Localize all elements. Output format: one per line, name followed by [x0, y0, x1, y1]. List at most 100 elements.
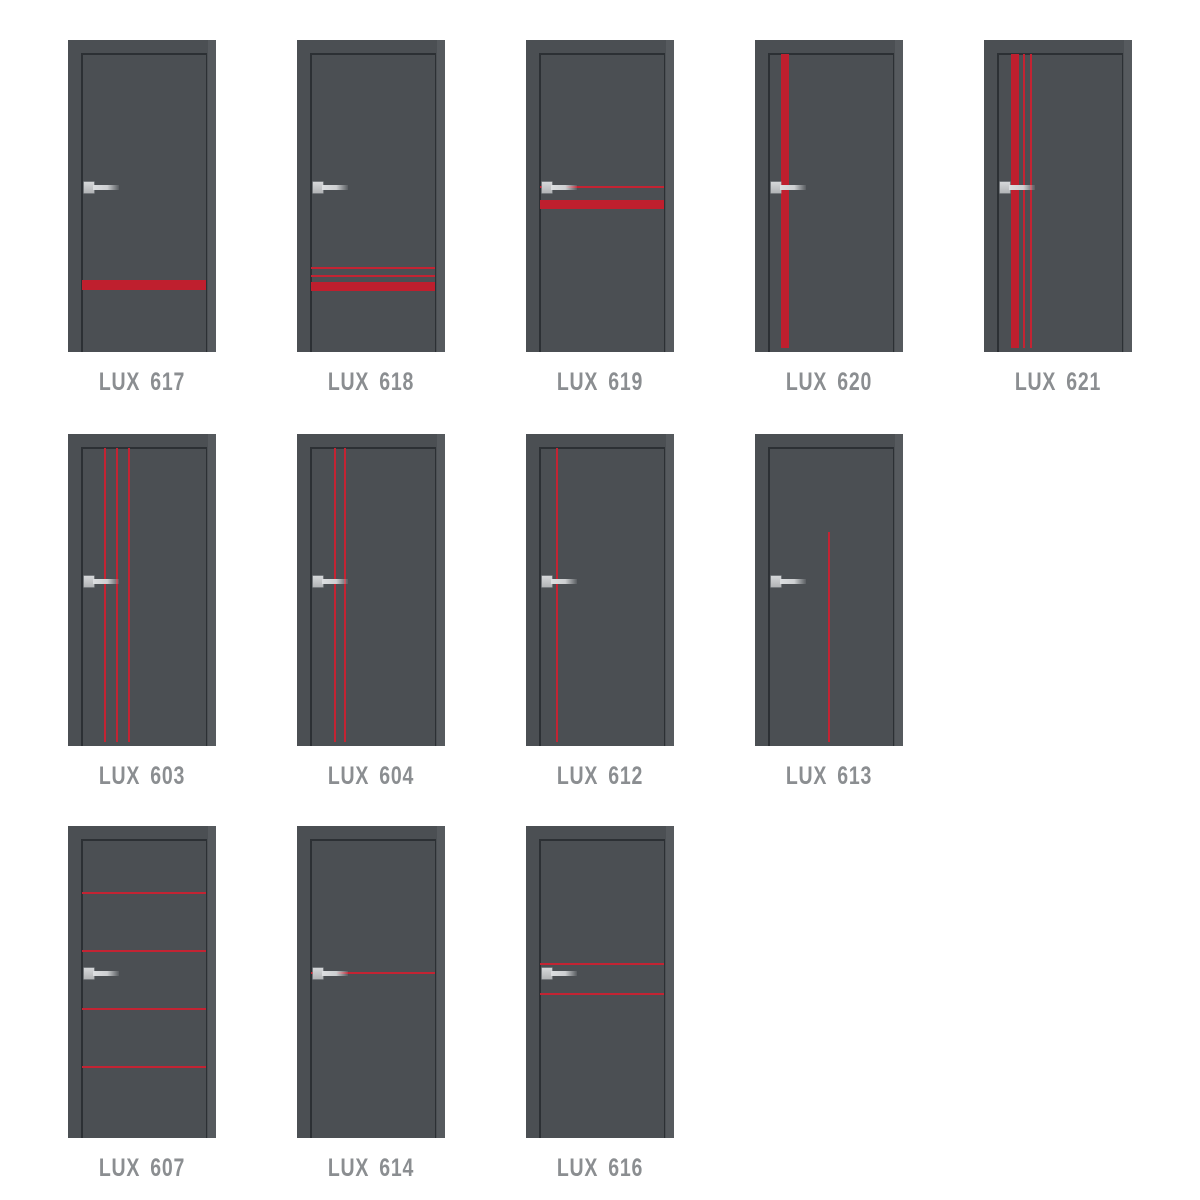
handle-escutcheon	[84, 182, 94, 193]
handle-escutcheon	[313, 968, 323, 979]
door-number: 617	[150, 368, 186, 396]
accent-h-line	[82, 950, 206, 952]
door-leaf-seam	[539, 53, 541, 352]
door-card[interactable]: LUX 616	[526, 826, 674, 1183]
door-model-label: LUX 618	[313, 368, 428, 397]
door-number: 614	[379, 1154, 415, 1182]
accent-v-line	[556, 448, 558, 742]
door-leaf-seam	[81, 447, 83, 746]
door-leaf-seam	[81, 53, 207, 55]
door-series: LUX	[98, 368, 141, 396]
door-leaf-seam	[539, 53, 665, 55]
door-preview	[755, 434, 903, 746]
door-leaf-seam	[205, 839, 207, 1138]
door-model-label: LUX 603	[84, 762, 199, 791]
door-series: LUX	[556, 762, 599, 790]
door-hinge-edge	[437, 434, 445, 746]
door-hinge-edge	[895, 40, 903, 352]
door-leaf-seam	[663, 53, 665, 352]
door-handle	[1000, 182, 1046, 194]
door-preview	[68, 826, 216, 1138]
door-hinge-edge	[437, 40, 445, 352]
door-model-label: LUX 614	[313, 1154, 428, 1183]
handle-lever	[780, 185, 806, 190]
accent-v-line	[344, 448, 346, 742]
accent-v-line	[334, 448, 336, 742]
door-card[interactable]: LUX 618	[297, 40, 445, 397]
door-number: 613	[837, 762, 873, 790]
door-leaf-seam	[310, 839, 312, 1138]
door-hinge-edge	[666, 826, 674, 1138]
door-handle	[84, 576, 130, 588]
door-card[interactable]: LUX 620	[755, 40, 903, 397]
door-number: 619	[608, 368, 644, 396]
handle-lever	[322, 971, 348, 976]
handle-escutcheon	[771, 182, 781, 193]
door-leaf-seam	[81, 839, 83, 1138]
door-preview	[297, 434, 445, 746]
door-series: LUX	[556, 368, 599, 396]
handle-escutcheon	[542, 576, 552, 587]
accent-h-stripe	[82, 280, 206, 290]
door-leaf-seam	[539, 839, 541, 1138]
door-card[interactable]: LUX 614	[297, 826, 445, 1183]
door-series: LUX	[785, 762, 828, 790]
door-hinge-edge	[666, 40, 674, 352]
door-leaf-seam	[539, 447, 665, 449]
accent-h-line	[540, 963, 664, 965]
door-card[interactable]: LUX 619	[526, 40, 674, 397]
door-preview	[526, 434, 674, 746]
door-model-label: LUX 613	[771, 762, 886, 791]
accent-v-line	[128, 448, 130, 742]
door-card[interactable]: LUX 604	[297, 434, 445, 791]
accent-h-line	[311, 267, 435, 269]
accent-h-line	[311, 275, 435, 277]
door-leaf-seam	[1121, 53, 1123, 352]
door-series: LUX	[1014, 368, 1057, 396]
door-model-label: LUX 607	[84, 1154, 199, 1183]
door-preview	[68, 434, 216, 746]
door-number: 616	[608, 1154, 644, 1182]
door-leaf-seam	[997, 53, 999, 352]
accent-v-stripe	[781, 54, 789, 348]
door-leaf-seam	[434, 839, 436, 1138]
door-leaf-seam	[81, 447, 207, 449]
door-leaf-seam	[539, 839, 665, 841]
door-card[interactable]: LUX 613	[755, 434, 903, 791]
door-leaf-seam	[663, 447, 665, 746]
door-leaf-seam	[310, 53, 436, 55]
handle-escutcheon	[542, 968, 552, 979]
door-card[interactable]: LUX 603	[68, 434, 216, 791]
door-leaf-seam	[768, 447, 894, 449]
accent-h-line	[82, 892, 206, 894]
door-card[interactable]: LUX 621	[984, 40, 1132, 397]
door-number: 607	[150, 1154, 186, 1182]
door-handle	[542, 182, 588, 194]
door-number: 620	[837, 368, 873, 396]
handle-escutcheon	[313, 576, 323, 587]
door-handle	[84, 182, 130, 194]
door-leaf-seam	[539, 447, 541, 746]
door-preview	[68, 40, 216, 352]
accent-v-line	[1030, 54, 1032, 348]
door-preview	[297, 40, 445, 352]
door-handle	[84, 968, 130, 980]
door-handle	[542, 576, 588, 588]
door-card[interactable]: LUX 617	[68, 40, 216, 397]
handle-lever	[551, 185, 577, 190]
door-handle	[771, 576, 817, 588]
door-leaf-seam	[310, 447, 312, 746]
door-number: 621	[1066, 368, 1102, 396]
door-leaf-seam	[434, 447, 436, 746]
door-card[interactable]: LUX 607	[68, 826, 216, 1183]
door-hinge-edge	[208, 434, 216, 746]
door-leaf-seam	[81, 839, 207, 841]
door-model-label: LUX 616	[542, 1154, 657, 1183]
door-leaf-seam	[663, 839, 665, 1138]
handle-escutcheon	[84, 576, 94, 587]
door-model-label: LUX 604	[313, 762, 428, 791]
door-card[interactable]: LUX 612	[526, 434, 674, 791]
door-handle	[313, 968, 359, 980]
door-preview	[755, 40, 903, 352]
